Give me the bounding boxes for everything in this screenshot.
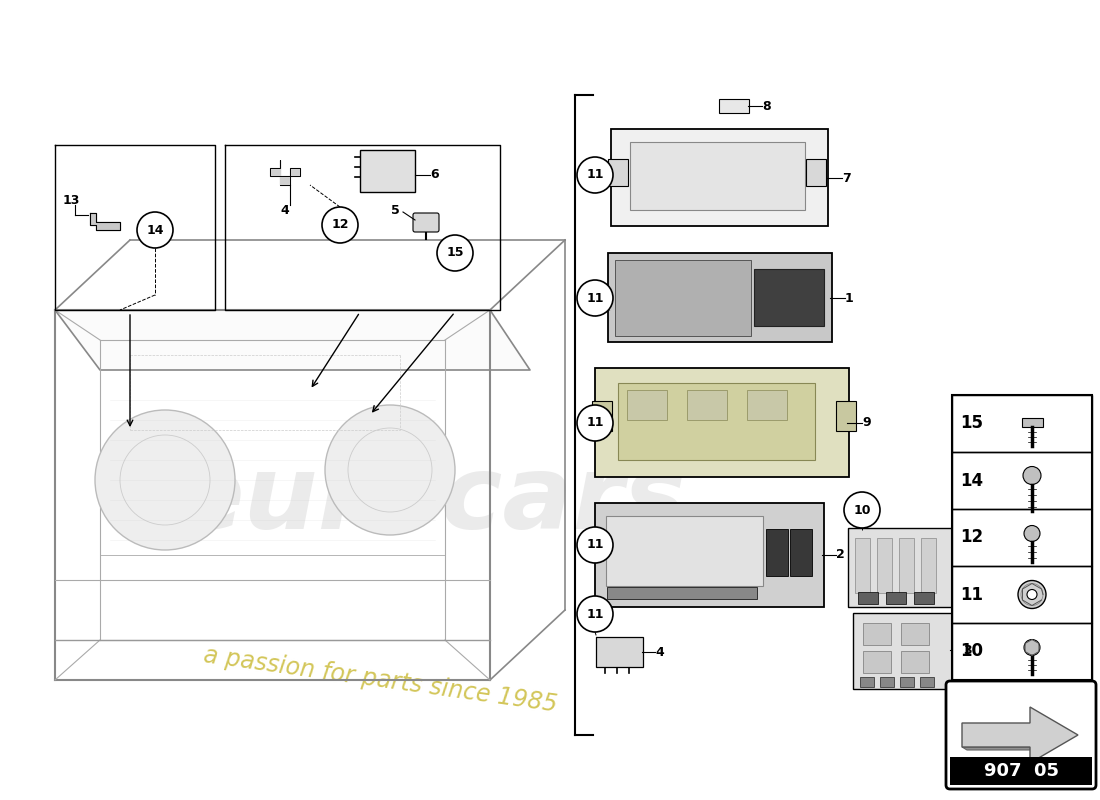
Text: 11: 11 xyxy=(960,586,983,603)
Circle shape xyxy=(1018,581,1046,609)
FancyBboxPatch shape xyxy=(596,637,644,667)
Polygon shape xyxy=(962,707,1078,763)
Text: 11: 11 xyxy=(586,607,604,621)
Text: 6: 6 xyxy=(430,169,439,182)
Text: 15: 15 xyxy=(960,414,983,433)
FancyBboxPatch shape xyxy=(747,390,786,420)
FancyBboxPatch shape xyxy=(630,142,805,210)
FancyBboxPatch shape xyxy=(592,401,612,431)
Bar xyxy=(952,509,1092,566)
FancyBboxPatch shape xyxy=(766,529,788,576)
Text: 13: 13 xyxy=(63,194,80,206)
Circle shape xyxy=(138,212,173,248)
Polygon shape xyxy=(55,310,530,370)
Circle shape xyxy=(578,596,613,632)
FancyBboxPatch shape xyxy=(858,592,878,604)
Circle shape xyxy=(1024,526,1040,542)
Circle shape xyxy=(1027,590,1037,599)
FancyBboxPatch shape xyxy=(754,269,824,326)
Polygon shape xyxy=(90,213,120,230)
Text: 12: 12 xyxy=(331,218,349,231)
Bar xyxy=(952,452,1092,509)
FancyBboxPatch shape xyxy=(848,528,952,607)
Circle shape xyxy=(578,405,613,441)
FancyBboxPatch shape xyxy=(360,150,415,192)
FancyBboxPatch shape xyxy=(914,592,934,604)
Text: 1: 1 xyxy=(845,291,854,305)
Circle shape xyxy=(578,280,613,316)
Text: 8: 8 xyxy=(762,99,771,113)
FancyBboxPatch shape xyxy=(790,529,812,576)
FancyBboxPatch shape xyxy=(627,390,667,420)
FancyBboxPatch shape xyxy=(836,401,856,431)
Text: 4: 4 xyxy=(280,203,289,217)
Bar xyxy=(950,757,1092,785)
Circle shape xyxy=(578,157,613,193)
FancyBboxPatch shape xyxy=(719,99,749,113)
FancyBboxPatch shape xyxy=(607,587,757,599)
Text: 9: 9 xyxy=(862,417,870,430)
FancyBboxPatch shape xyxy=(899,538,914,593)
FancyBboxPatch shape xyxy=(610,129,828,226)
Circle shape xyxy=(95,410,235,550)
Bar xyxy=(952,395,1092,452)
FancyBboxPatch shape xyxy=(412,213,439,232)
Circle shape xyxy=(324,405,455,535)
Text: 11: 11 xyxy=(586,417,604,430)
FancyBboxPatch shape xyxy=(806,159,826,186)
Text: eurocars: eurocars xyxy=(174,450,686,550)
Text: 11: 11 xyxy=(586,538,604,551)
Bar xyxy=(952,623,1092,680)
FancyBboxPatch shape xyxy=(886,592,906,604)
FancyBboxPatch shape xyxy=(608,253,832,342)
Text: 3: 3 xyxy=(962,643,971,657)
Text: 10: 10 xyxy=(960,642,983,661)
Text: 7: 7 xyxy=(842,171,850,185)
FancyBboxPatch shape xyxy=(855,538,870,593)
FancyBboxPatch shape xyxy=(618,383,815,460)
Polygon shape xyxy=(270,160,300,185)
FancyBboxPatch shape xyxy=(688,390,727,420)
FancyBboxPatch shape xyxy=(880,677,894,687)
FancyBboxPatch shape xyxy=(877,538,892,593)
Text: 11: 11 xyxy=(586,291,604,305)
FancyBboxPatch shape xyxy=(852,613,952,689)
FancyBboxPatch shape xyxy=(946,681,1096,789)
Polygon shape xyxy=(962,747,1033,750)
Circle shape xyxy=(322,207,358,243)
Text: 907  05: 907 05 xyxy=(983,762,1058,780)
FancyBboxPatch shape xyxy=(901,651,930,673)
Circle shape xyxy=(437,235,473,271)
Text: 12: 12 xyxy=(960,529,983,546)
FancyBboxPatch shape xyxy=(900,677,914,687)
Text: 10: 10 xyxy=(854,503,871,517)
FancyBboxPatch shape xyxy=(608,159,628,186)
FancyBboxPatch shape xyxy=(921,538,936,593)
Text: a passion for parts since 1985: a passion for parts since 1985 xyxy=(201,643,559,717)
Circle shape xyxy=(578,527,613,563)
Circle shape xyxy=(1023,466,1041,485)
Bar xyxy=(952,395,1092,680)
FancyBboxPatch shape xyxy=(920,677,934,687)
FancyBboxPatch shape xyxy=(901,623,930,645)
Text: 14: 14 xyxy=(146,223,164,237)
FancyBboxPatch shape xyxy=(864,623,891,645)
FancyBboxPatch shape xyxy=(1022,418,1043,427)
Circle shape xyxy=(1024,639,1040,655)
Text: 15: 15 xyxy=(447,246,464,259)
Text: 11: 11 xyxy=(586,169,604,182)
Text: 2: 2 xyxy=(836,549,845,562)
FancyBboxPatch shape xyxy=(606,516,763,586)
FancyBboxPatch shape xyxy=(864,651,891,673)
FancyBboxPatch shape xyxy=(595,368,849,477)
Circle shape xyxy=(844,492,880,528)
FancyBboxPatch shape xyxy=(615,259,750,335)
Text: 4: 4 xyxy=(654,646,663,658)
Text: 5: 5 xyxy=(392,203,400,217)
FancyBboxPatch shape xyxy=(595,503,824,607)
Text: 14: 14 xyxy=(960,471,983,490)
Bar xyxy=(952,566,1092,623)
FancyBboxPatch shape xyxy=(860,677,875,687)
